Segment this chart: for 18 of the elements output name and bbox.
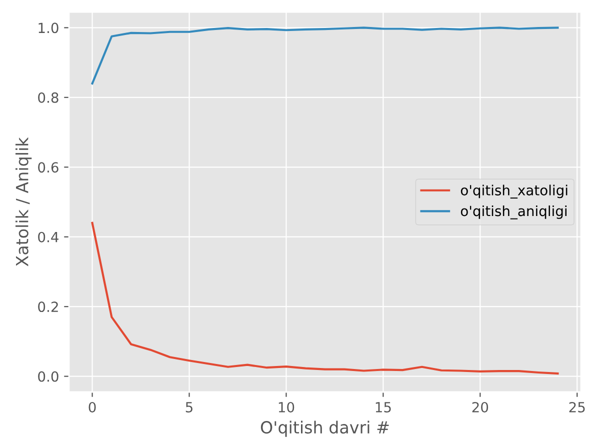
y-tick-label: 0.0	[38, 371, 58, 382]
y-tick-label: 0.2	[38, 302, 58, 312]
x-tick-label: 25	[569, 402, 585, 412]
y-tick-label: 0.4	[38, 232, 58, 242]
line-series	[91, 26, 559, 85]
x-tick-label: 15	[376, 402, 391, 412]
legend-label: o'qitish_xatoligi	[460, 184, 568, 199]
x-tick-label: 5	[186, 402, 192, 412]
y-tick-label: 0.6	[38, 162, 58, 173]
line-series	[91, 222, 559, 375]
y-tick-label: 1.0	[38, 22, 58, 34]
y-tick-label: 0.8	[38, 92, 58, 103]
legend-label: o'qitish_aniqligi	[460, 205, 567, 220]
x-tick-label: 10	[278, 402, 294, 412]
y-axis-title: Xatolik / Aniqlik	[16, 137, 32, 266]
x-tick-label: 0	[88, 402, 96, 412]
x-tick-label: 20	[472, 402, 488, 412]
x-axis-title: O'qitish davri #	[260, 420, 389, 437]
